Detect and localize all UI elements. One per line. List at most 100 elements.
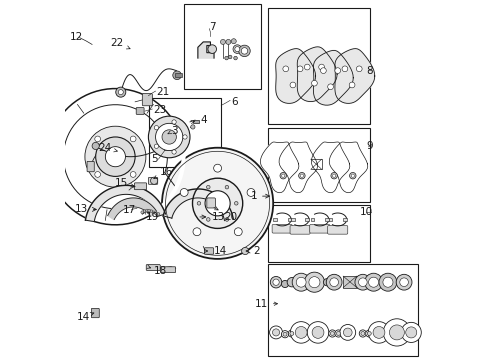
Circle shape: [382, 277, 392, 287]
Circle shape: [281, 330, 288, 338]
Circle shape: [204, 191, 230, 216]
Circle shape: [141, 211, 143, 214]
Circle shape: [154, 144, 158, 148]
Circle shape: [400, 322, 421, 342]
Circle shape: [304, 64, 309, 70]
Circle shape: [365, 330, 372, 337]
Text: 23: 23: [153, 105, 166, 115]
Circle shape: [366, 332, 370, 336]
Circle shape: [281, 280, 288, 288]
Circle shape: [330, 332, 334, 336]
Circle shape: [220, 40, 225, 44]
Text: 22: 22: [110, 38, 130, 49]
Circle shape: [287, 330, 295, 337]
Polygon shape: [313, 50, 352, 105]
Circle shape: [130, 172, 136, 177]
Circle shape: [228, 55, 231, 59]
Circle shape: [354, 274, 370, 290]
Circle shape: [224, 218, 228, 221]
Circle shape: [336, 332, 340, 336]
Circle shape: [358, 278, 366, 287]
Circle shape: [292, 273, 309, 291]
Circle shape: [289, 82, 295, 88]
Circle shape: [343, 328, 351, 337]
Circle shape: [296, 277, 305, 287]
Circle shape: [280, 172, 286, 179]
Bar: [343, 276, 356, 288]
Circle shape: [325, 274, 341, 290]
Circle shape: [308, 277, 319, 288]
Polygon shape: [310, 159, 321, 169]
Circle shape: [231, 39, 236, 44]
Bar: [267, 264, 418, 356]
Text: 20: 20: [213, 207, 237, 222]
Circle shape: [332, 174, 335, 177]
Circle shape: [286, 278, 296, 287]
Circle shape: [364, 273, 382, 291]
Polygon shape: [163, 189, 233, 221]
Circle shape: [320, 68, 325, 73]
Circle shape: [183, 135, 187, 139]
Circle shape: [297, 66, 303, 72]
Circle shape: [95, 172, 101, 177]
Circle shape: [339, 324, 355, 340]
Circle shape: [162, 130, 176, 144]
Circle shape: [341, 66, 347, 72]
Circle shape: [290, 321, 311, 343]
Circle shape: [327, 84, 333, 90]
Circle shape: [162, 148, 273, 259]
Bar: [149, 98, 221, 167]
Polygon shape: [311, 142, 349, 193]
Bar: [290, 218, 294, 221]
Polygon shape: [107, 198, 156, 220]
Polygon shape: [297, 47, 336, 102]
Circle shape: [118, 90, 123, 95]
Text: 24: 24: [98, 143, 117, 153]
Circle shape: [157, 213, 160, 216]
Circle shape: [349, 172, 355, 179]
Text: 15: 15: [115, 178, 134, 188]
Bar: [174, 73, 182, 77]
Circle shape: [283, 332, 286, 336]
Text: 2: 2: [245, 246, 260, 256]
Circle shape: [155, 123, 183, 150]
Polygon shape: [260, 142, 298, 193]
Text: 16: 16: [153, 167, 173, 179]
Bar: [273, 218, 276, 221]
Bar: [328, 218, 332, 221]
Bar: [192, 120, 199, 123]
Text: 1: 1: [250, 191, 269, 201]
Circle shape: [206, 218, 210, 221]
Circle shape: [150, 210, 153, 213]
Circle shape: [300, 174, 303, 177]
Circle shape: [269, 326, 282, 339]
Text: 14: 14: [76, 312, 94, 322]
Circle shape: [372, 327, 384, 338]
Circle shape: [85, 126, 145, 187]
Circle shape: [225, 40, 230, 44]
Text: 14: 14: [204, 246, 227, 256]
Circle shape: [95, 136, 101, 142]
Text: 13: 13: [74, 204, 96, 215]
Circle shape: [116, 87, 125, 97]
Circle shape: [234, 46, 239, 51]
Circle shape: [272, 329, 279, 336]
Circle shape: [172, 71, 181, 80]
Bar: [267, 8, 369, 125]
Circle shape: [383, 319, 410, 346]
Circle shape: [272, 279, 279, 285]
Polygon shape: [275, 49, 315, 103]
Text: 18: 18: [146, 265, 167, 276]
Circle shape: [206, 185, 210, 189]
Circle shape: [405, 327, 416, 338]
Circle shape: [334, 68, 340, 73]
Text: 10: 10: [359, 207, 372, 217]
Circle shape: [172, 150, 176, 154]
Circle shape: [193, 228, 201, 236]
Circle shape: [234, 202, 238, 205]
Circle shape: [328, 330, 335, 337]
Circle shape: [388, 325, 404, 340]
Circle shape: [281, 174, 285, 177]
Circle shape: [147, 209, 150, 212]
Circle shape: [241, 48, 247, 54]
